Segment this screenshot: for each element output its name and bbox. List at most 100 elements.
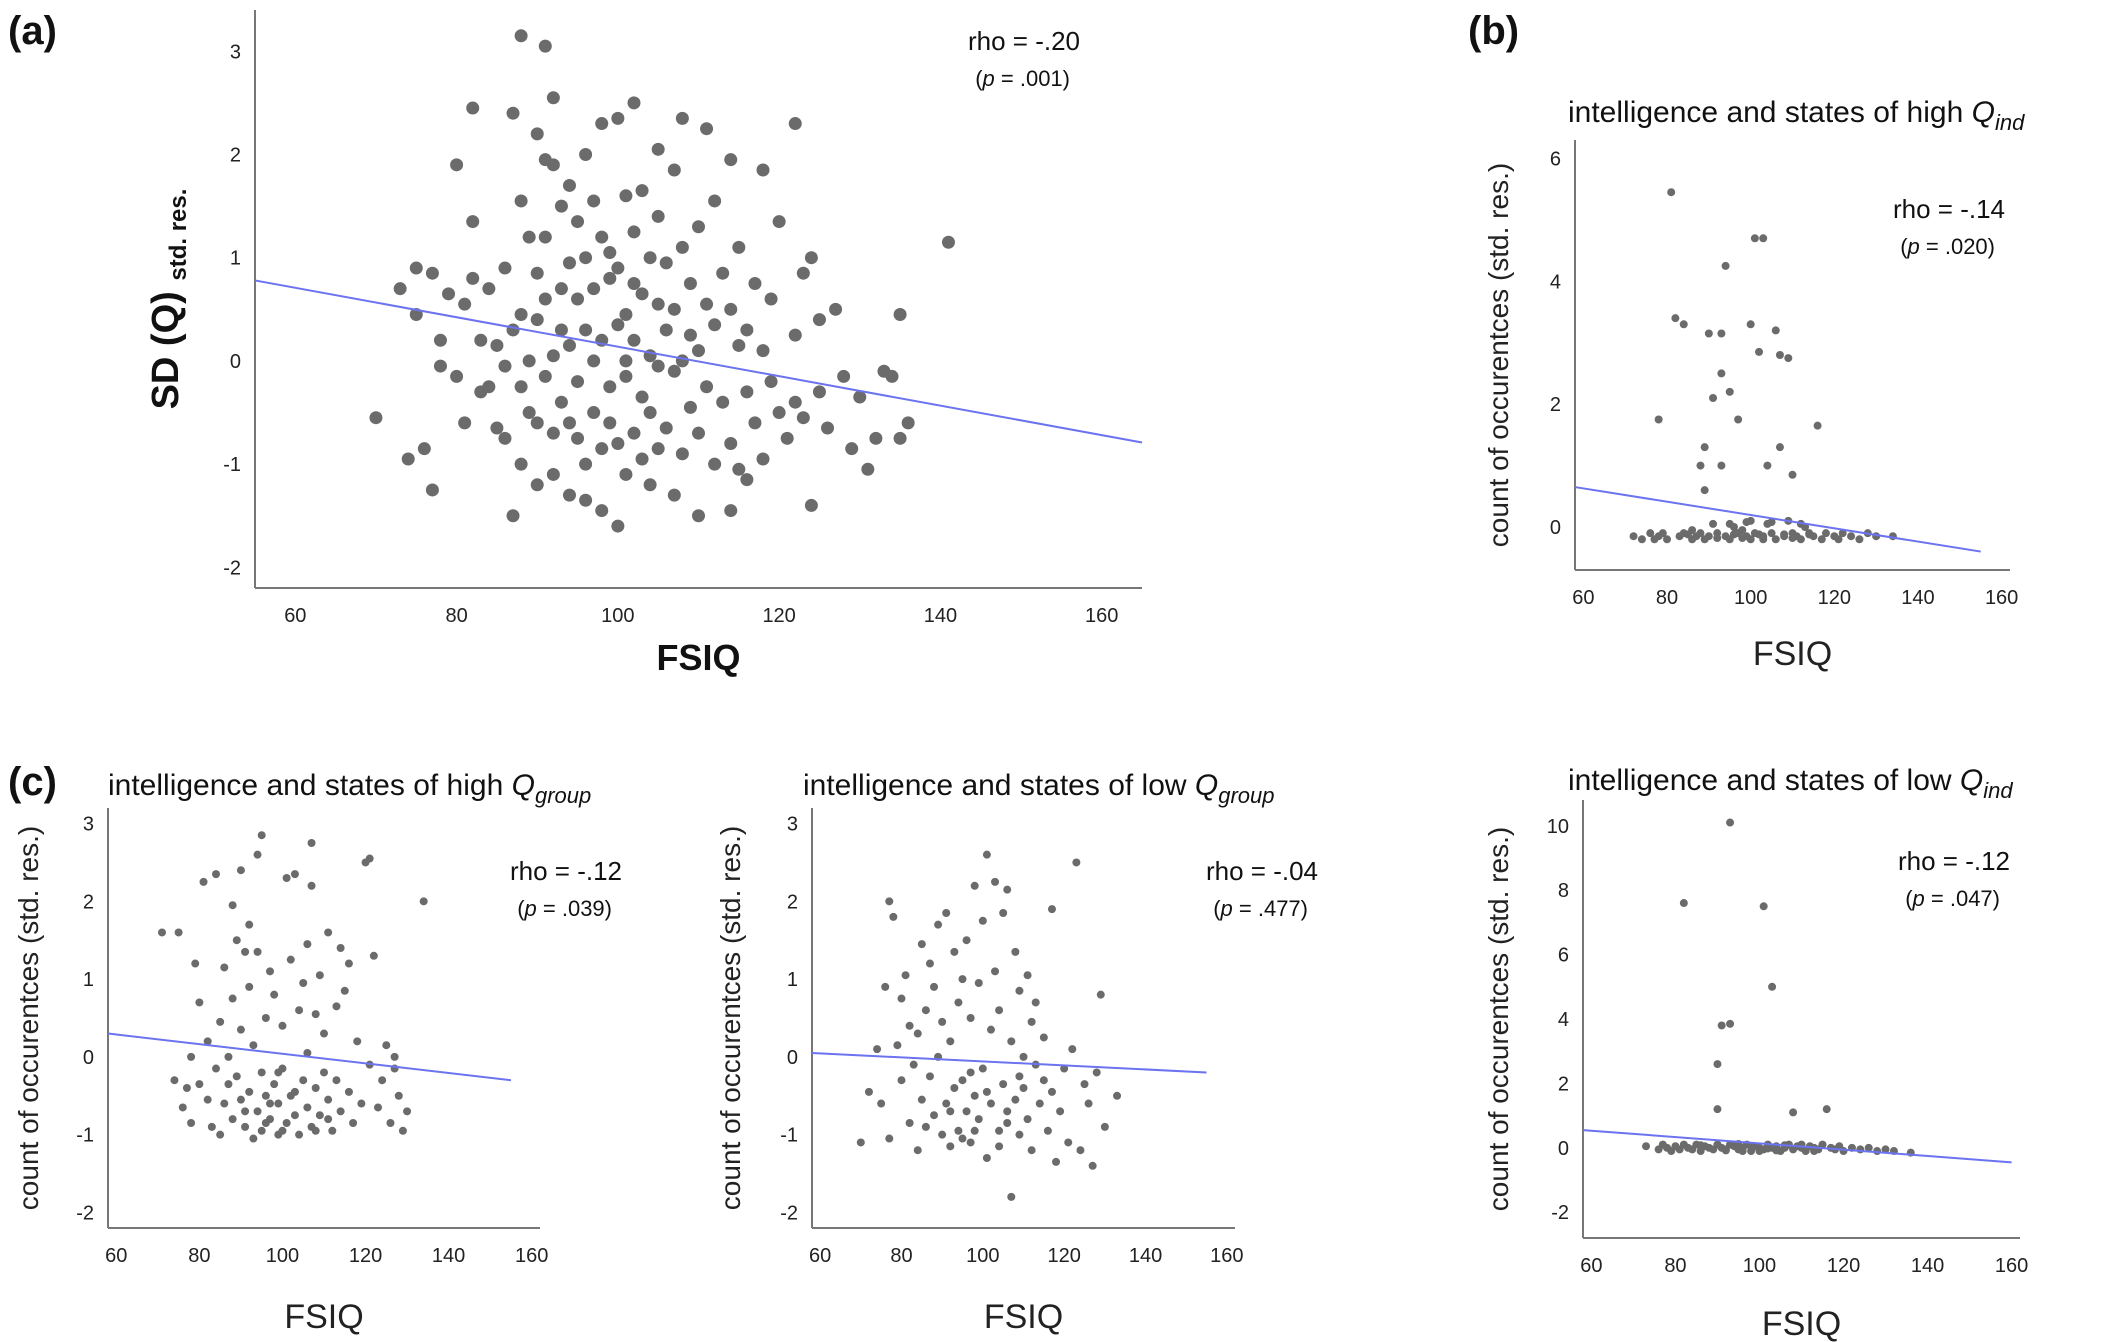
data-point xyxy=(966,1014,975,1022)
data-point xyxy=(1771,326,1780,335)
data-point xyxy=(562,488,576,502)
data-point xyxy=(522,354,536,368)
data-point xyxy=(257,831,266,840)
data-point xyxy=(970,1091,979,1100)
data-point xyxy=(530,313,544,327)
data-point xyxy=(938,1017,947,1026)
regression-line xyxy=(811,1052,1207,1074)
data-point xyxy=(974,1115,983,1124)
data-point xyxy=(1729,530,1738,539)
data-point xyxy=(1746,320,1755,329)
data-point xyxy=(554,395,568,409)
data-point xyxy=(611,437,625,450)
data-point xyxy=(253,947,262,956)
data-point xyxy=(562,178,576,192)
y-tick-label: 4 xyxy=(1558,1009,1569,1031)
data-point xyxy=(700,122,714,136)
data-point xyxy=(1747,1142,1756,1151)
data-point xyxy=(1003,1107,1012,1116)
data-point xyxy=(332,1076,341,1085)
data-point xyxy=(1637,535,1646,544)
data-point xyxy=(995,1126,1004,1135)
data-point xyxy=(913,1029,922,1038)
data-point xyxy=(369,951,378,960)
data-point xyxy=(619,354,633,368)
data-point xyxy=(514,29,528,43)
data-point xyxy=(893,307,907,321)
data-point xyxy=(1011,1095,1020,1104)
data-point xyxy=(530,416,544,430)
data-point xyxy=(1709,394,1718,402)
data-point xyxy=(675,111,689,125)
data-point xyxy=(1003,885,1012,894)
y-tick-label: 2 xyxy=(1558,1073,1569,1095)
data-point xyxy=(1772,1146,1781,1155)
chart-b: 60 80 100 120 140 160 0 2 4 6 FSIQ count of occuren… xyxy=(1483,96,2025,673)
data-point xyxy=(311,1010,320,1019)
rho-annotation: rho = -.12 xyxy=(510,856,622,886)
y-tick-label: 3 xyxy=(230,41,241,63)
data-point xyxy=(554,282,568,296)
data-point xyxy=(562,338,576,352)
data-point xyxy=(311,1084,320,1092)
data-point xyxy=(845,442,859,456)
data-point xyxy=(349,1119,358,1127)
data-point xyxy=(873,1045,882,1054)
data-point xyxy=(1663,535,1672,544)
data-point xyxy=(232,936,241,945)
data-point xyxy=(966,1138,975,1147)
data-point xyxy=(336,1107,345,1116)
data-point xyxy=(562,416,576,430)
rho-annotation: rho = -.04 xyxy=(1206,856,1318,886)
data-point xyxy=(1725,519,1734,528)
data-point xyxy=(382,1041,391,1050)
data-point xyxy=(1667,188,1676,197)
data-point xyxy=(1725,387,1734,396)
data-point xyxy=(374,1103,382,1112)
data-point xyxy=(490,338,504,352)
data-point xyxy=(506,509,520,523)
data-point xyxy=(554,323,568,337)
data-point xyxy=(1035,1099,1044,1108)
p-value-text: = .020) xyxy=(1920,234,1995,259)
data-point xyxy=(546,349,560,363)
chart-title-subscript: ind xyxy=(1983,778,2013,803)
data-point xyxy=(1696,461,1705,470)
data-point xyxy=(1023,971,1032,980)
data-point xyxy=(307,881,316,890)
data-point xyxy=(962,936,971,945)
data-point xyxy=(1856,1145,1865,1154)
data-point xyxy=(1713,1060,1722,1069)
y-tick-label: 0 xyxy=(83,1047,94,1069)
data-point xyxy=(756,452,770,466)
data-point xyxy=(611,111,625,125)
data-point xyxy=(290,1087,299,1096)
data-point xyxy=(579,251,593,265)
data-point xyxy=(191,959,200,968)
data-point xyxy=(700,380,714,394)
data-point xyxy=(299,1076,308,1085)
data-point xyxy=(433,359,447,373)
data-point xyxy=(1771,535,1780,544)
data-point xyxy=(667,163,681,177)
data-point xyxy=(1015,986,1024,995)
data-point xyxy=(905,1021,914,1030)
data-point xyxy=(1658,529,1667,538)
data-point xyxy=(403,1107,412,1116)
data-point xyxy=(683,400,697,414)
data-point xyxy=(1742,518,1751,527)
data-point xyxy=(170,1076,179,1085)
data-point xyxy=(603,271,617,285)
data-point xyxy=(514,380,528,394)
data-point xyxy=(1738,534,1747,543)
data-point xyxy=(1738,1147,1747,1156)
data-point xyxy=(286,955,295,964)
data-point xyxy=(249,1134,258,1143)
rho-annotation: rho = -.20 xyxy=(968,26,1080,56)
data-point xyxy=(182,1084,191,1092)
data-point xyxy=(1838,529,1847,538)
y-tick-label: 1 xyxy=(83,969,94,991)
data-point xyxy=(1056,1107,1065,1116)
data-point xyxy=(530,266,544,280)
data-point xyxy=(378,1076,387,1085)
